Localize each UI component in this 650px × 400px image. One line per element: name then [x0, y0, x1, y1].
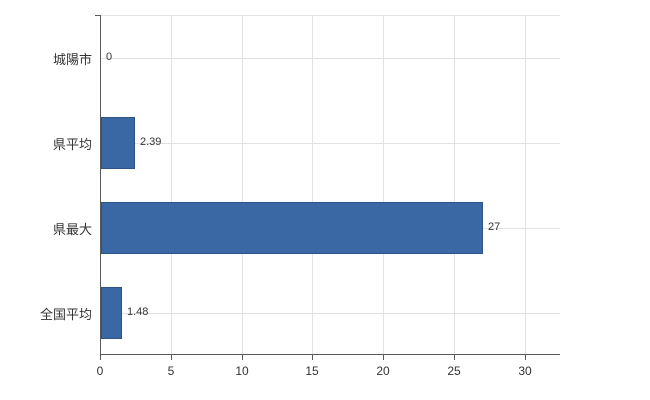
x-axis-tick — [312, 355, 313, 360]
horizontal-gridline — [101, 58, 560, 59]
vertical-gridline — [453, 15, 455, 354]
horizontal-gridline — [101, 313, 560, 314]
x-axis-tick-label: 10 — [235, 364, 249, 378]
plot-area: 0 2.39 27 1.48 — [100, 15, 560, 355]
x-axis-tick — [454, 355, 455, 360]
y-axis-top-tick — [95, 15, 100, 16]
bar — [101, 287, 122, 339]
y-axis-category-label: 城陽市 — [52, 52, 92, 67]
bar-value-label: 0 — [106, 51, 113, 63]
x-axis-tick — [100, 355, 101, 360]
vertical-gridline — [170, 15, 172, 354]
x-axis-tick — [383, 355, 384, 360]
x-axis-tick — [525, 355, 526, 360]
vertical-gridline — [383, 15, 385, 354]
x-axis-tick-label: 5 — [167, 364, 175, 378]
bar — [101, 117, 135, 169]
x-axis-tick-label: 15 — [305, 364, 319, 378]
horizontal-gridline — [101, 143, 560, 144]
y-axis-category-label: 県最大 — [52, 222, 92, 237]
y-axis-category-label: 県平均 — [52, 137, 92, 152]
x-axis-tick-label: 20 — [376, 364, 390, 378]
vertical-gridline — [524, 15, 526, 354]
vertical-gridline — [312, 15, 314, 354]
x-axis-tick-label: 0 — [96, 364, 104, 378]
bar-value-label: 2.39 — [140, 136, 162, 148]
bar-value-label: 1.48 — [127, 306, 149, 318]
plot-top-gridline — [101, 15, 560, 16]
bar — [101, 202, 483, 254]
vertical-gridline — [241, 15, 243, 354]
y-axis-category-label: 全国平均 — [39, 307, 92, 322]
x-axis-tick — [171, 355, 172, 360]
x-axis-tick — [242, 355, 243, 360]
x-axis-tick-label: 30 — [518, 364, 532, 378]
x-axis-tick-label: 25 — [447, 364, 461, 378]
bar-value-label: 27 — [488, 221, 501, 233]
